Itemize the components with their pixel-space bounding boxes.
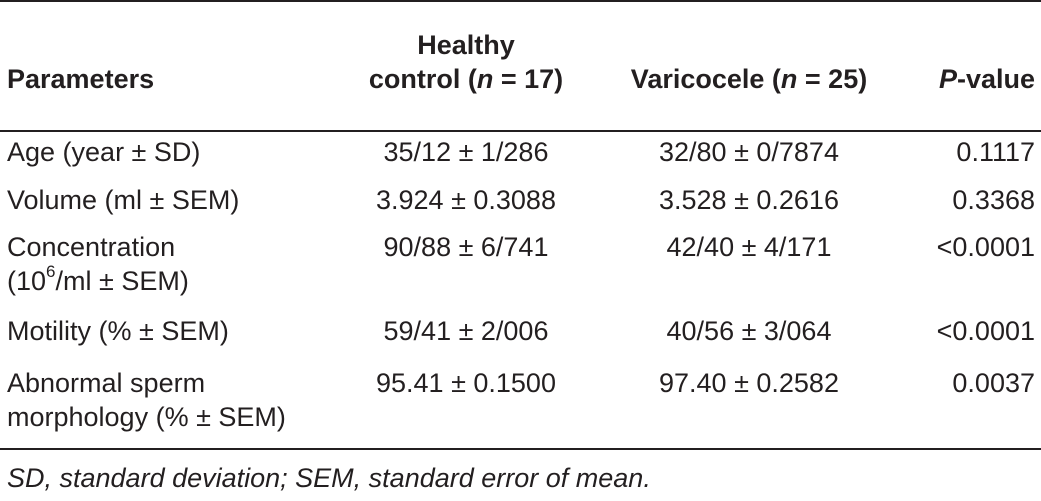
header-pvalue-p: P: [938, 64, 957, 94]
header-healthy-line2: control (n = 17): [362, 62, 570, 96]
row-param: Volume (ml ± SEM): [7, 185, 240, 215]
header-varicocele-post: = 25): [797, 64, 868, 94]
header-varicocele: Varicocele (n = 25): [608, 62, 890, 96]
header-healthy-line2-pre: control (: [368, 64, 477, 94]
row-param: Abnormal sperm morphology (% ± SEM): [7, 366, 286, 434]
row-param: Age (year ± SD): [7, 137, 201, 167]
header-healthy-line2-post: = 17): [493, 64, 564, 94]
row-varicocele-value: 32/80 ± 0/7874: [659, 137, 839, 167]
row-param-line2: (106/ml ± SEM): [7, 262, 189, 298]
row-param-line2: morphology (% ± SEM): [7, 402, 286, 432]
row-healthy-value: 35/12 ± 1/286: [383, 137, 549, 167]
row-healthy-value: 95.41 ± 0.1500: [376, 368, 556, 398]
row-param-line2-post: /ml ± SEM): [55, 266, 189, 296]
top-rule: [0, 0, 1041, 2]
row-varicocele-value: 40/56 ± 3/064: [666, 316, 832, 346]
row-varicocele-value: 42/40 ± 4/171: [666, 232, 832, 262]
row-pvalue: <0.0001: [936, 232, 1035, 262]
row-pvalue: <0.0001: [936, 316, 1035, 346]
table-footnote: SD, standard deviation; SEM, standard er…: [7, 463, 651, 493]
header-pvalue-rest: -value: [956, 64, 1035, 94]
header-parameters: Parameters: [7, 64, 155, 94]
header-healthy-n: n: [476, 64, 494, 94]
row-healthy-value: 90/88 ± 6/741: [383, 232, 549, 262]
row-varicocele-value: 3.528 ± 0.2616: [659, 185, 839, 215]
row-param-line2-pre: (10: [7, 266, 47, 296]
bottom-rule: [0, 448, 1041, 450]
header-healthy-line1: Healthy: [417, 30, 515, 60]
header-varicocele-pre: Varicocele (: [630, 64, 781, 94]
row-pvalue: 0.0037: [952, 368, 1035, 398]
row-pvalue: 0.1117: [956, 137, 1035, 167]
row-param-line2-sup: 6: [46, 262, 56, 281]
row-healthy-value: 59/41 ± 2/006: [383, 316, 549, 346]
row-param: Concentration (106/ml ± SEM): [7, 230, 189, 298]
row-healthy-value: 3.924 ± 0.3088: [376, 185, 556, 215]
row-param-line1: Concentration: [7, 232, 176, 262]
row-pvalue: 0.3368: [952, 185, 1035, 215]
header-varicocele-n: n: [780, 64, 798, 94]
row-param-line1: Abnormal sperm: [7, 368, 206, 398]
row-param: Motility (% ± SEM): [7, 316, 229, 346]
row-varicocele-value: 97.40 ± 0.2582: [659, 368, 839, 398]
header-healthy-control: Healthy control (n = 17): [362, 28, 570, 96]
header-rule: [0, 130, 1041, 132]
header-pvalue: P-value: [939, 62, 1035, 96]
